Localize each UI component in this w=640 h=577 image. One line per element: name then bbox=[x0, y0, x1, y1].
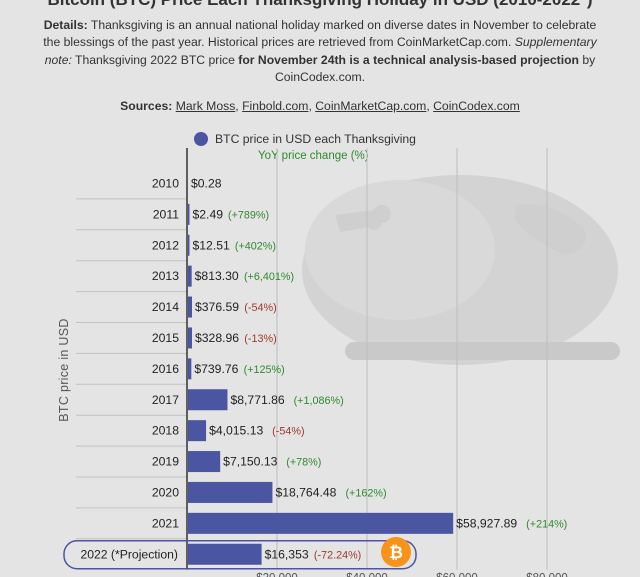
bar bbox=[188, 203, 190, 225]
value-label: $376.59 bbox=[195, 300, 239, 314]
x-tick-label: $40,000 bbox=[346, 573, 388, 577]
change-label: (-54%) bbox=[272, 426, 304, 438]
svg-text:₿: ₿ bbox=[389, 543, 403, 563]
bar bbox=[188, 265, 192, 287]
change-label: (+78%) bbox=[286, 457, 321, 469]
bar bbox=[188, 234, 190, 256]
bar bbox=[188, 420, 207, 442]
source-link-mark-moss[interactable]: Mark Moss bbox=[175, 99, 236, 113]
row-separators bbox=[76, 198, 187, 540]
change-label: (+1,086%) bbox=[294, 395, 344, 407]
bar bbox=[188, 358, 192, 380]
projection-highlight bbox=[63, 540, 417, 570]
value-label: $739.76 bbox=[194, 362, 238, 376]
legend-series: BTC price in USD each Thanksgiving bbox=[194, 132, 416, 146]
value-label: $813.30 bbox=[195, 269, 239, 283]
turkey-illustration-icon bbox=[302, 175, 620, 365]
legend-dot-icon bbox=[194, 132, 208, 146]
details-label: Details: bbox=[43, 18, 88, 32]
change-label: (-54%) bbox=[244, 302, 276, 314]
bar bbox=[188, 327, 192, 349]
value-label: $0.28 bbox=[191, 176, 222, 190]
category-label: 2018 bbox=[152, 424, 179, 438]
category-label: 2019 bbox=[152, 455, 179, 469]
change-label: (+162%) bbox=[345, 487, 386, 499]
category-label: 2011 bbox=[153, 207, 179, 221]
sources-line: Sources: Mark Moss, Finbold.com, CoinMar… bbox=[120, 99, 520, 113]
category-label: 2022 (*Projection) bbox=[80, 547, 178, 561]
value-label: $4,015.13 bbox=[209, 424, 263, 438]
legend-change-label: YoY price change (%) bbox=[258, 150, 369, 162]
note-bold: for November 24th is a technical analysi… bbox=[238, 52, 579, 67]
grid-lines bbox=[276, 148, 548, 570]
source-link-coinmarketcap[interactable]: CoinMarketCap.com bbox=[315, 99, 427, 113]
value-label: $7,150.13 bbox=[223, 455, 277, 469]
source-link-finbold[interactable]: Finbold.com bbox=[242, 99, 309, 113]
change-label: (+125%) bbox=[244, 364, 285, 376]
category-label: 2020 bbox=[152, 485, 179, 499]
note-end: by CoinCodex.com. bbox=[274, 52, 596, 85]
value-label: $18,764.48 bbox=[275, 485, 336, 499]
legend-series-label: BTC price in USD each Thanksgiving bbox=[215, 132, 416, 146]
category-label: 2013 bbox=[152, 269, 179, 283]
change-label: (-13%) bbox=[244, 333, 276, 345]
category-label: 2016 bbox=[152, 362, 179, 376]
x-tick-label: $80,000 bbox=[526, 573, 568, 577]
change-label: (+6,401%) bbox=[244, 271, 294, 283]
change-label: (+789%) bbox=[228, 209, 269, 221]
sources-label: Sources: bbox=[120, 99, 173, 113]
bar bbox=[188, 296, 192, 318]
bars-group bbox=[188, 172, 454, 565]
value-label: $328.96 bbox=[195, 331, 239, 345]
details-paragraph: Details: Thanksgiving is an annual natio… bbox=[40, 17, 600, 87]
x-tick-label: $60,000 bbox=[436, 573, 478, 577]
value-label: $2.49 bbox=[193, 207, 224, 221]
bar bbox=[188, 543, 262, 565]
source-link-coincodex[interactable]: CoinCodex.com bbox=[433, 99, 520, 113]
category-label: 2017 bbox=[152, 393, 179, 407]
bar bbox=[188, 451, 221, 473]
bitcoin-icon: ₿ bbox=[381, 537, 411, 567]
change-label: (-72.24%) bbox=[314, 549, 361, 561]
category-label: 2012 bbox=[152, 238, 179, 252]
value-label: $8,771.86 bbox=[230, 393, 284, 407]
details-text: Thanksgiving is an annual national holid… bbox=[43, 18, 597, 50]
x-tick-label: $20,000 bbox=[256, 573, 298, 577]
change-label: (+214%) bbox=[526, 518, 567, 530]
value-label: $16,353 bbox=[265, 547, 309, 561]
category-label: 2014 bbox=[152, 300, 179, 314]
bar bbox=[188, 512, 454, 534]
value-label: $58,927.89 bbox=[456, 516, 517, 530]
x-ticks-group: $20,000 $40,000 $60,000 $80,000 bbox=[256, 573, 568, 577]
category-label: 2015 bbox=[152, 331, 179, 345]
chart-title: Bitcoin (BTC) Price Each Thanksgiving Ho… bbox=[0, 0, 640, 10]
note-text: Thanksgiving 2022 BTC price bbox=[71, 52, 239, 67]
bar bbox=[188, 481, 273, 503]
value-label: $12.51 bbox=[193, 238, 230, 252]
labels-group: 2010 $0.28 2011 $2.49 (+789%) 2012 $12.51 (+402… bbox=[80, 176, 567, 561]
bar bbox=[188, 389, 228, 411]
category-label: 2021 bbox=[152, 516, 179, 530]
category-label: 2010 bbox=[152, 176, 179, 190]
note-label: Supplementary note: bbox=[44, 35, 597, 67]
change-label: (+402%) bbox=[235, 240, 276, 252]
